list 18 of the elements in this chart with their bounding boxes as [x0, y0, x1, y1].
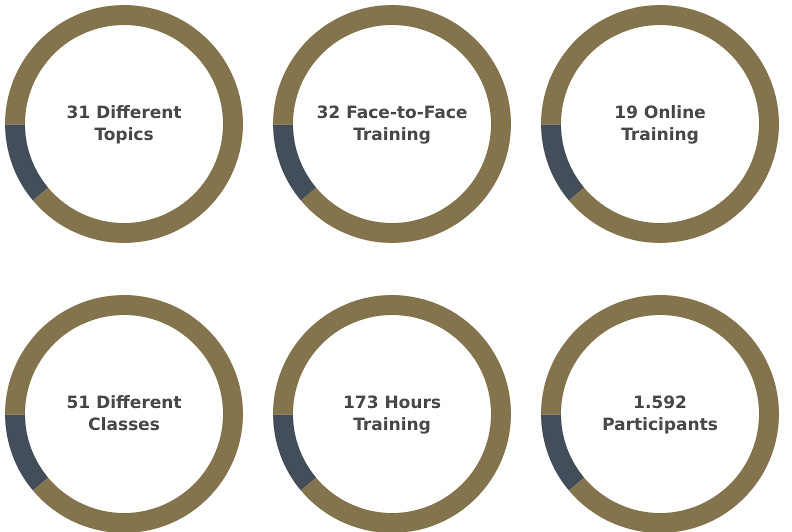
text: 31 Different Topics	[66, 103, 182, 145]
text: 51 Different Classes	[66, 393, 182, 435]
text: 1.592 Participants	[602, 393, 718, 435]
donut-slice	[541, 124, 584, 200]
donut-slice	[273, 295, 511, 532]
donut-slice	[273, 414, 316, 490]
donut-slice	[541, 5, 779, 243]
donut-slice	[541, 414, 584, 490]
donut-slice	[5, 5, 243, 243]
donut-slice	[273, 124, 316, 200]
donut-slice	[5, 414, 48, 490]
donut-slice	[5, 295, 243, 532]
donut-slice	[273, 5, 511, 243]
donut-slice	[541, 295, 779, 532]
text: 19 Online Training	[614, 103, 706, 145]
donut-slice	[5, 124, 48, 200]
text: 173 Hours Training	[343, 393, 441, 435]
text: 32 Face-to-Face Training	[316, 103, 468, 145]
